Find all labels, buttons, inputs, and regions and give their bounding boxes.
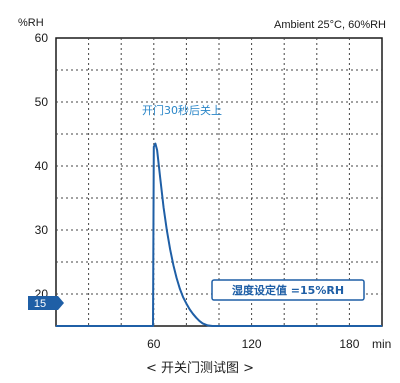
- y-marker-label: 15: [34, 298, 46, 310]
- y-tick-label: 50: [35, 95, 49, 109]
- x-tick-label: 180: [339, 337, 359, 351]
- caption: < 开关门测试图 >: [146, 361, 254, 376]
- y-tick-label: 30: [35, 223, 49, 237]
- y-tick-label: 60: [35, 31, 49, 45]
- setpoint-label-box: 湿度设定值 =15%RH: [211, 279, 365, 301]
- series: [56, 142, 382, 327]
- y-axis-unit: %RH: [18, 17, 44, 29]
- chart-title: Ambient 25°C, 60%RH: [274, 19, 386, 31]
- annotation-text: 开门30秒后关上: [142, 103, 222, 117]
- y-marker-15: 15: [28, 296, 64, 310]
- x-tick-label: 60: [147, 337, 161, 351]
- x-axis-unit: min: [372, 337, 391, 351]
- setpoint-label: 湿度设定值 =15%RH: [232, 283, 344, 297]
- y-tick-label: 40: [35, 159, 49, 173]
- humidity-line: [56, 142, 382, 327]
- x-tick-label: 120: [242, 337, 262, 351]
